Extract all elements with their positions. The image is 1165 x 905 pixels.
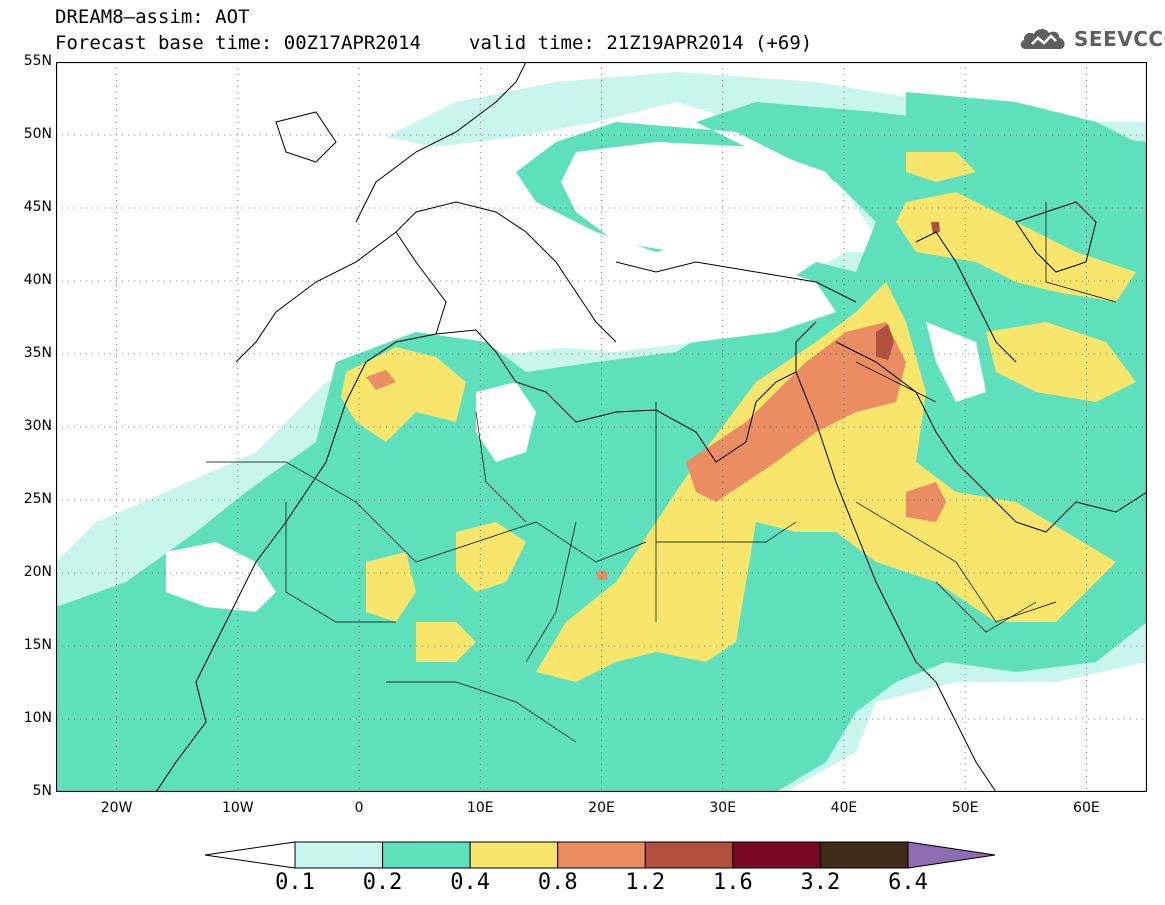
colorbar-swatch bbox=[469, 841, 559, 869]
colorbar-tick-label: 0.8 bbox=[537, 870, 578, 895]
lat-label: 55N bbox=[23, 53, 52, 69]
colorbar-swatch bbox=[557, 841, 646, 869]
aot-contour-1.2 bbox=[876, 222, 940, 360]
colorbar-tick-label: 1.6 bbox=[712, 870, 753, 895]
colorbar-tick-label: 0.4 bbox=[450, 870, 491, 895]
chart-title: DREAM8–assim: AOT bbox=[55, 6, 250, 28]
lat-label: 25N bbox=[23, 491, 52, 507]
valid-time: valid time: 21Z19APR2014 (+69) bbox=[469, 32, 813, 54]
aot-clear-areas bbox=[166, 142, 986, 612]
base-time: Forecast base time: 00Z17APR2014 bbox=[55, 32, 422, 54]
lon-label: 60E bbox=[1073, 800, 1100, 816]
logo-text: SEEVCCC bbox=[1074, 27, 1165, 51]
lon-label: 10W bbox=[221, 800, 254, 816]
colorbar-swatch bbox=[294, 841, 384, 869]
colorbar-tick-label: 0.1 bbox=[275, 870, 315, 895]
colorbar-swatch bbox=[819, 841, 909, 869]
lat-label: 15N bbox=[23, 637, 52, 653]
lat-label: 10N bbox=[23, 710, 52, 726]
aot-fill-layer bbox=[56, 62, 1147, 792]
lat-label: 40N bbox=[23, 272, 52, 288]
lon-label: 20W bbox=[100, 800, 133, 816]
aot-map bbox=[56, 62, 1147, 792]
lon-label: 40E bbox=[830, 800, 858, 816]
colorbar-tick-label: 3.2 bbox=[800, 870, 841, 895]
chart-subtitle: Forecast base time: 00Z17APR2014 valid ti… bbox=[55, 32, 812, 54]
colorbar-swatch bbox=[382, 841, 471, 869]
lon-label: 20E bbox=[588, 800, 615, 816]
aot-contour-0.4 bbox=[341, 152, 1136, 682]
lat-label: 50N bbox=[23, 126, 52, 142]
colorbar-tick-label: 6.4 bbox=[888, 870, 928, 895]
lat-label: 45N bbox=[23, 199, 52, 215]
aot-contour-0.8 bbox=[366, 322, 946, 580]
colorbar-swatch bbox=[644, 841, 734, 869]
lon-label: 30E bbox=[709, 800, 737, 816]
colorbar-over-triangle bbox=[907, 841, 996, 869]
colorbar-tick-label: 0.2 bbox=[362, 870, 403, 895]
lat-label: 35N bbox=[23, 345, 52, 361]
lat-label: 30N bbox=[23, 418, 52, 434]
colorbar bbox=[204, 841, 996, 869]
lon-label: 50E bbox=[951, 800, 979, 816]
coastlines bbox=[155, 62, 1147, 792]
map-frame bbox=[56, 62, 1147, 792]
lon-label: 0 bbox=[354, 800, 364, 816]
cloud-icon bbox=[1020, 28, 1065, 49]
colorbar-tick-label: 1.2 bbox=[625, 870, 666, 895]
seevccc-logo: SEEVCCC bbox=[1018, 24, 1165, 54]
lat-label: 20N bbox=[23, 564, 52, 580]
country-borders bbox=[206, 202, 1117, 743]
lat-label: 5N bbox=[32, 783, 52, 799]
lon-label: 10E bbox=[466, 800, 494, 816]
colorbar-under-triangle bbox=[204, 841, 296, 869]
colorbar-swatch bbox=[732, 841, 821, 869]
